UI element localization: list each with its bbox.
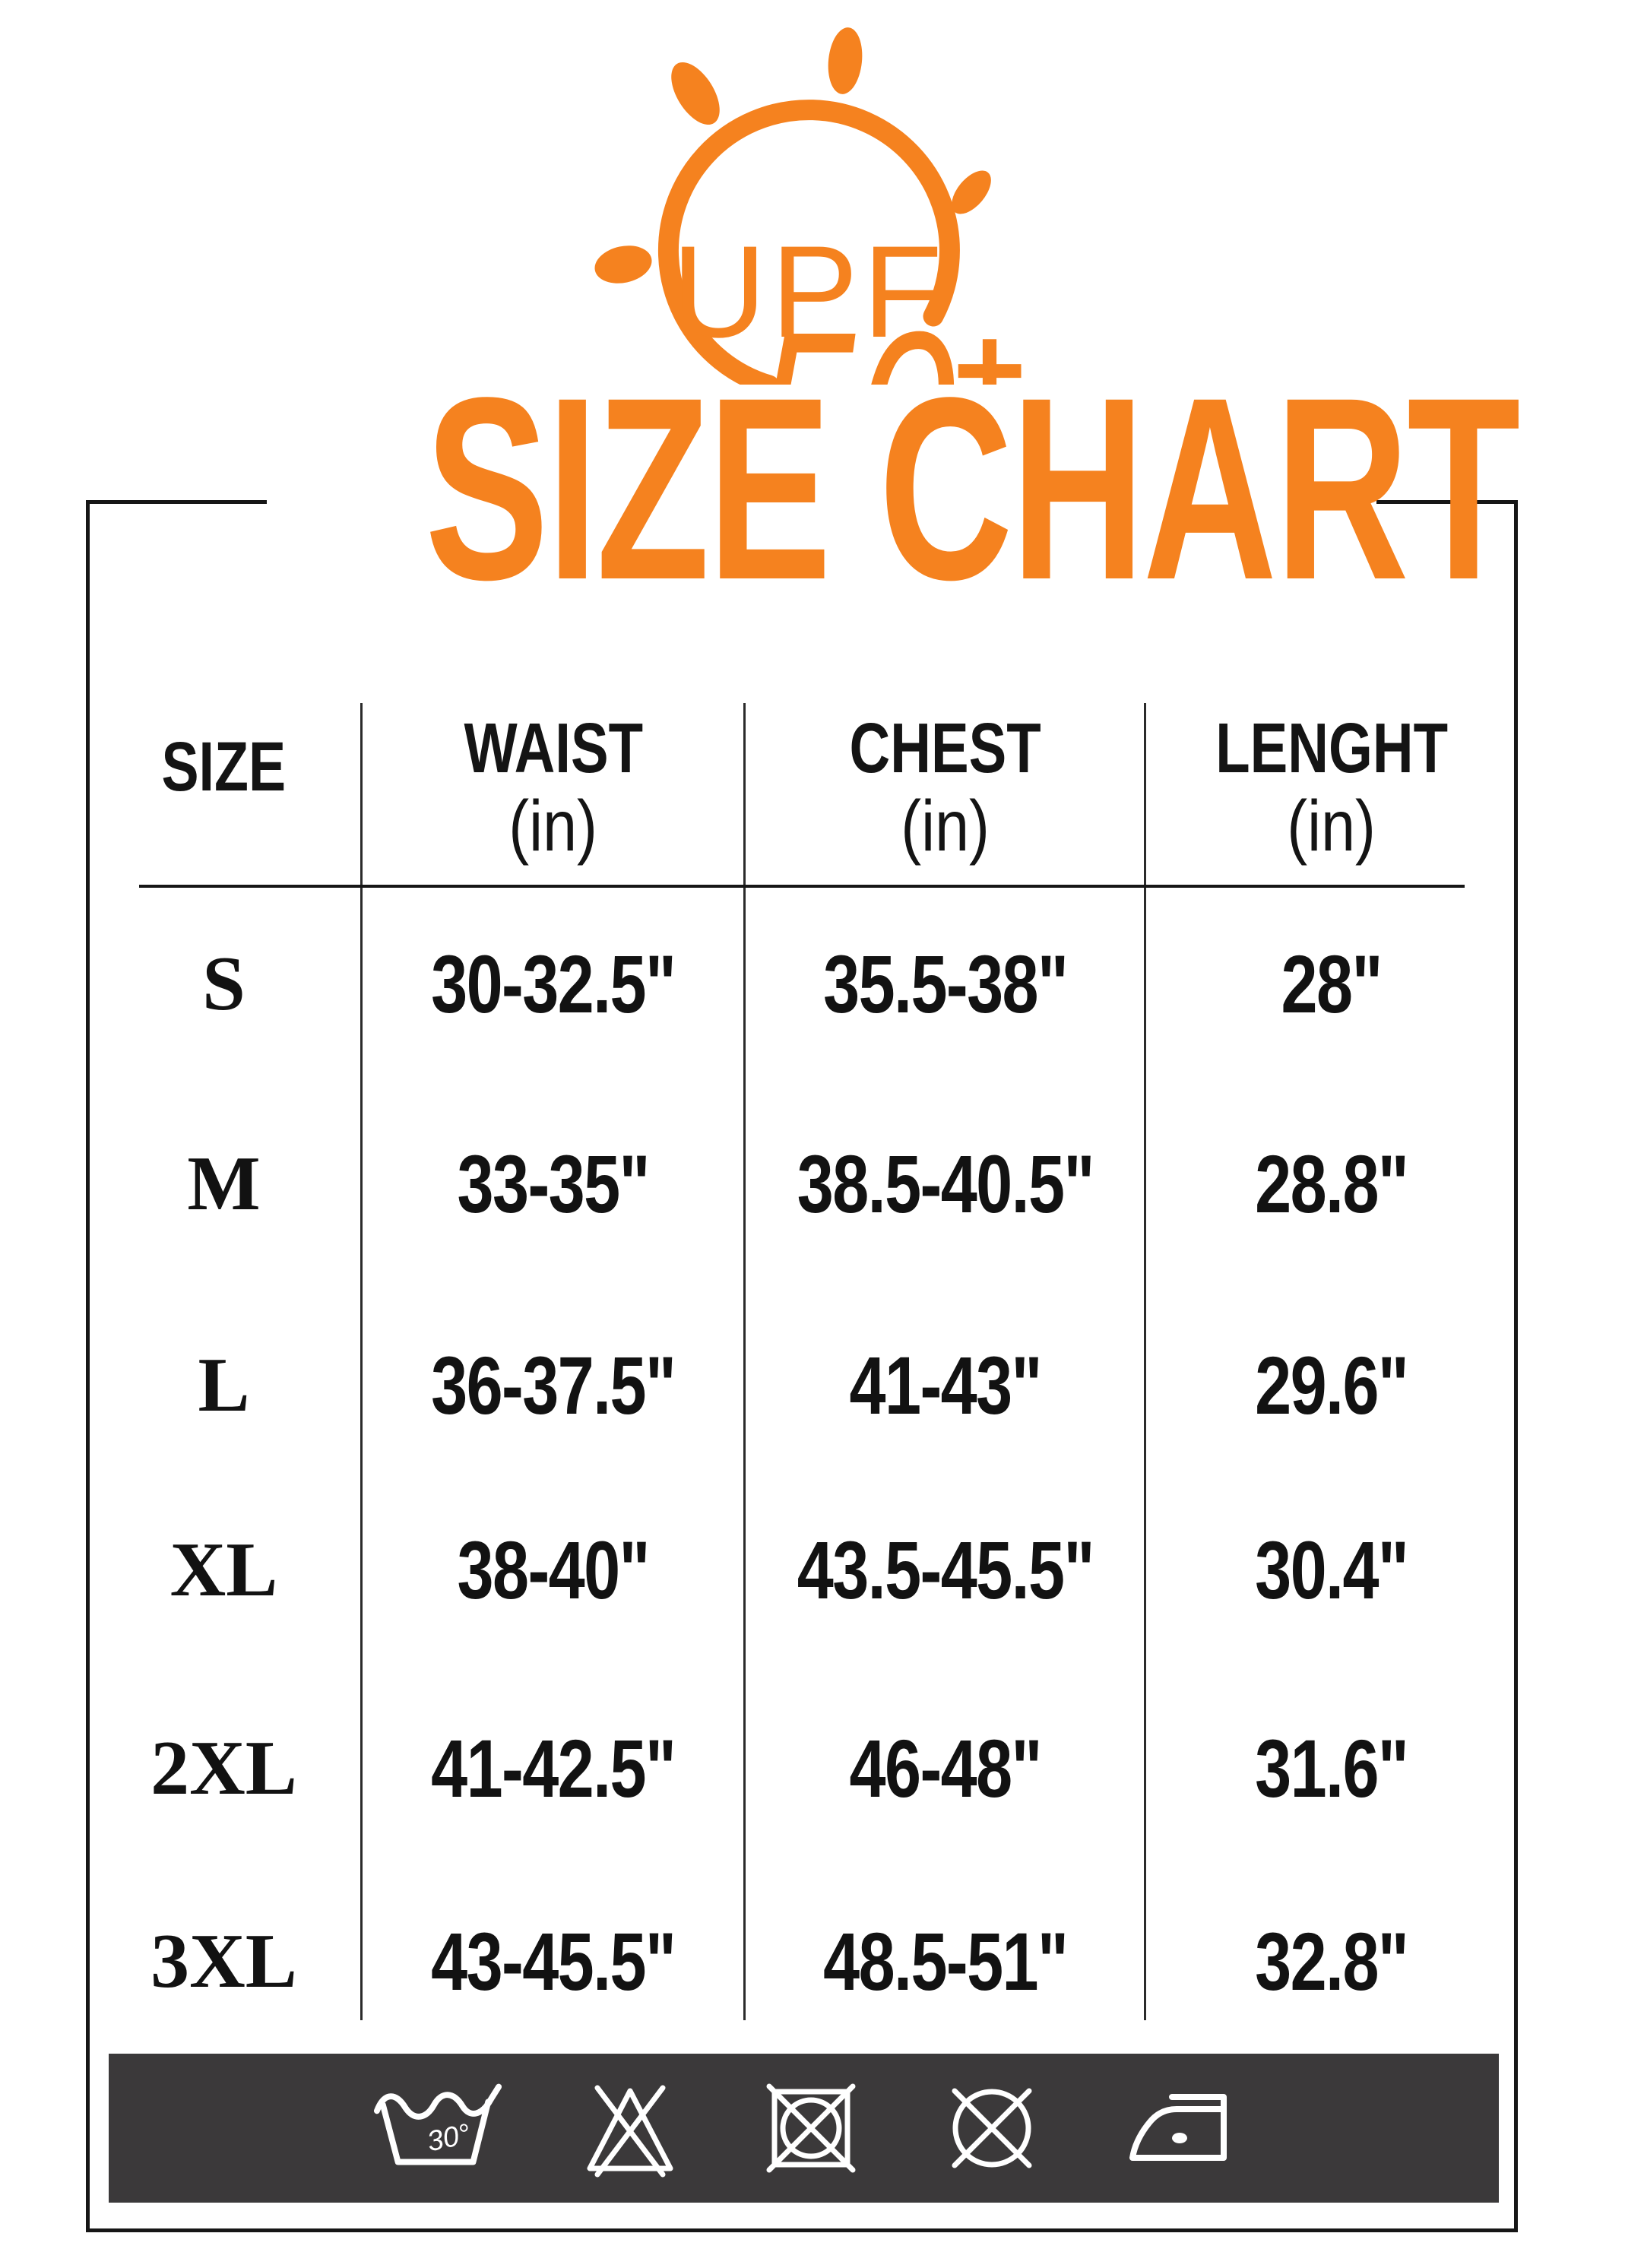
col-header-length: LENGHT [1145,705,1518,792]
sun-arc-icon [657,100,960,396]
length-value: 30.4" [1255,1524,1409,1616]
waist-value: 33-35" [457,1138,651,1230]
column-divider [1144,703,1146,2020]
wash-30-icon: 30° [373,2083,502,2165]
chest-cell: 48.5-51" [745,1901,1145,2023]
length-value: 29.6" [1255,1339,1409,1431]
chest-value: 35.5-38" [822,938,1069,1030]
waist-value: 38-40" [457,1524,651,1616]
page-title: SIZE CHART [267,344,1520,634]
length-value: 32.8" [1255,1915,1409,2007]
size-cell: L [198,1342,250,1428]
length-cell: 32.8" [1145,1901,1518,2023]
table-row: S 30-32.5" 35.5-38" 28" [0,923,1644,1045]
header-rule [139,885,1465,888]
waist-cell: 33-35" [362,1123,745,1245]
do-not-dry-clean-icon [952,2088,1031,2168]
waist-value: 41-42.5" [431,1722,676,1814]
unit-label: (in) [508,786,598,866]
length-cell: 29.6" [1145,1325,1518,1446]
col-header-length-label: LENGHT [1215,708,1448,787]
size-cell: M [187,1141,261,1227]
sun-ray-icon [828,27,863,94]
length-cell: 30.4" [1145,1509,1518,1631]
upf-label: UPF [672,219,947,365]
chest-cell: 35.5-38" [745,923,1145,1045]
col-header-length-unit: (in) [1145,787,1518,866]
size-cell: 2XL [150,1725,297,1811]
waist-cell: 43-45.5" [362,1901,745,2023]
waist-value: 36-37.5" [431,1339,676,1431]
size-cell: S [202,941,245,1027]
sun-ray-icon [671,62,720,125]
waist-value: 30-32.5" [431,938,676,1030]
unit-label: (in) [901,786,990,866]
col-header-chest-label: CHEST [849,708,1041,787]
sun-ray-icon [952,170,991,214]
length-value: 28.8" [1255,1138,1409,1230]
do-not-tumble-dry-icon [766,2083,855,2173]
table-row: XL 38-40" 43.5-45.5" 30.4" [0,1509,1644,1631]
size-cell: XL [169,1527,278,1613]
waist-cell: 38-40" [362,1509,745,1631]
sun-ray-icon [594,245,652,284]
waist-value: 43-45.5" [431,1915,676,2007]
table-row: 2XL 41-42.5" 46-48" 31.6" [0,1708,1644,1829]
col-header-chest: CHEST [745,705,1145,792]
waist-cell: 36-37.5" [362,1325,745,1446]
waist-cell: 30-32.5" [362,923,745,1045]
do-not-bleach-icon [587,2085,673,2178]
chest-cell: 38.5-40.5" [745,1123,1145,1245]
chest-value: 38.5-40.5" [797,1138,1094,1230]
chest-cell: 41-43" [745,1325,1145,1446]
iron-icon [1129,2094,1227,2161]
chest-cell: 43.5-45.5" [745,1509,1145,1631]
care-instructions-bar: 30° [109,2054,1499,2203]
waist-cell: 41-42.5" [362,1708,745,1829]
col-header-size-label: SIZE [161,728,287,806]
length-cell: 28.8" [1145,1123,1518,1245]
chest-value: 46-48" [849,1722,1042,1814]
col-header-size: SIZE [86,724,362,811]
chest-value: 41-43" [849,1339,1042,1431]
length-cell: 28" [1145,923,1518,1045]
size-cell: 3XL [150,1918,297,2004]
length-cell: 31.6" [1145,1708,1518,1829]
table-row: L 36-37.5" 41-43" 29.6" [0,1325,1644,1446]
chest-value: 43.5-45.5" [797,1524,1094,1616]
column-divider [743,703,746,2020]
table-row: 3XL 43-45.5" 48.5-51" 32.8" [0,1901,1644,2023]
chest-cell: 46-48" [745,1708,1145,1829]
col-header-chest-unit: (in) [745,787,1145,866]
chest-value: 48.5-51" [822,1915,1069,2007]
page-title-text: SIZE CHART [425,344,1520,634]
col-header-waist-label: WAIST [464,708,643,787]
wash-temp-label: 30° [424,2118,473,2158]
col-header-waist: WAIST [362,705,745,792]
length-value: 28" [1281,938,1383,1030]
length-value: 31.6" [1255,1722,1409,1814]
table-row: M 33-35" 38.5-40.5" 28.8" [0,1123,1644,1245]
col-header-waist-unit: (in) [362,787,745,866]
unit-label: (in) [1287,786,1376,866]
column-divider [360,703,363,2020]
